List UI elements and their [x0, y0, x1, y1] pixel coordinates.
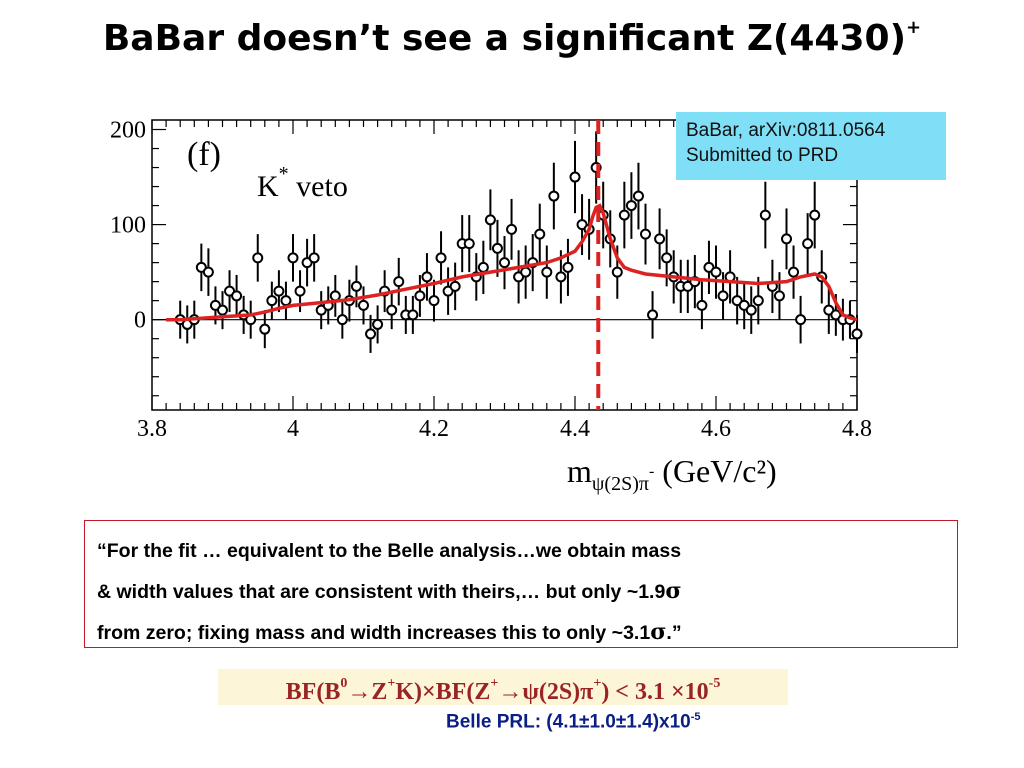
- data-point: [386, 304, 398, 316]
- data-point: [336, 314, 348, 326]
- data-point: [809, 209, 821, 221]
- x-tick-label: 3.8: [137, 416, 167, 442]
- data-point: [555, 271, 567, 283]
- data-point: [640, 228, 651, 240]
- y-tick-label: 100: [110, 213, 146, 239]
- data-point: [202, 266, 214, 278]
- quote-box: “For the fit … equivalent to the Belle a…: [84, 520, 958, 648]
- y-tick-label: 200: [110, 118, 146, 144]
- data-point: [499, 257, 510, 269]
- data-point: [273, 285, 285, 297]
- data-point: [788, 266, 800, 278]
- quote-line-1: “For the fit … equivalent to the Belle a…: [97, 540, 682, 562]
- data-point: [372, 318, 384, 330]
- data-point: [710, 266, 722, 278]
- data-point: [393, 276, 405, 288]
- data-point: [484, 214, 496, 226]
- data-point: [562, 261, 574, 273]
- data-point: [632, 190, 644, 202]
- data-point: [435, 252, 447, 264]
- citation-box: BaBar, arXiv:0811.0564 Submitted to PRD: [676, 112, 946, 180]
- data-point: [259, 323, 271, 335]
- data-point: [851, 328, 863, 340]
- data-point: [407, 309, 419, 321]
- data-point: [752, 295, 764, 307]
- data-point: [491, 242, 503, 254]
- data-point: [773, 290, 785, 302]
- data-point: [625, 200, 637, 212]
- data-point: [541, 266, 553, 278]
- panel-label: (f): [187, 136, 221, 173]
- branching-fraction-limit: BF(B0→Z+K)×BF(Z+→ψ(2S)π+) < 3.1 ×10-5: [218, 669, 788, 705]
- data-point: [428, 295, 440, 307]
- data-point: [611, 266, 623, 278]
- data-point: [266, 295, 278, 307]
- x-axis-label-text: mψ(2S)π- (GeV/c²): [567, 453, 777, 495]
- quote-line-2: & width values that are consistent with …: [97, 578, 682, 604]
- data-point: [365, 328, 377, 340]
- data-point: [421, 271, 433, 283]
- data-point: [569, 171, 581, 183]
- x-tick-label: 4: [287, 416, 299, 442]
- data-points: [174, 131, 863, 353]
- data-point: [414, 290, 426, 302]
- data-point: [759, 209, 771, 221]
- quote-line-3: from zero; fixing mass and width increas…: [97, 619, 682, 645]
- data-point: [647, 309, 659, 321]
- data-point: [506, 223, 518, 235]
- data-point: [745, 304, 757, 316]
- data-point: [795, 314, 807, 326]
- slide-title: BaBar doesn’t see a significant Z(4430)+: [102, 17, 922, 59]
- x-axis-label: mψ(2S)π- (GeV/c²): [567, 453, 777, 495]
- fit-curve: [166, 203, 858, 322]
- data-point: [618, 209, 630, 221]
- k-star-veto-label: K* veto: [257, 163, 348, 203]
- data-point: [231, 290, 243, 302]
- mass-spectrum-chart: 3.8 4 4.2 4.4 4.6 4.8 0 100 200 (f) K* veto mψ(2…: [110, 118, 872, 495]
- data-point: [280, 295, 292, 307]
- data-point: [329, 290, 341, 302]
- x-tick-label: 4.6: [701, 416, 731, 442]
- data-point: [358, 299, 369, 311]
- data-point: [463, 238, 475, 250]
- data-point: [252, 252, 264, 264]
- belle-result: Belle PRL: (4.1±1.0±1.4)x10-5: [446, 711, 701, 733]
- data-point: [548, 190, 560, 202]
- data-point: [287, 252, 299, 264]
- data-point: [449, 280, 461, 292]
- data-point: [294, 285, 306, 297]
- data-point: [534, 228, 546, 240]
- data-point: [717, 290, 729, 302]
- data-point: [661, 252, 673, 264]
- data-point: [217, 304, 228, 316]
- data-point: [696, 299, 708, 311]
- x-tick-label: 4.2: [419, 416, 449, 442]
- data-point: [308, 252, 320, 264]
- axes: 3.8 4 4.2 4.4 4.6 4.8 0 100 200: [110, 118, 872, 442]
- x-tick-label: 4.8: [842, 416, 872, 442]
- y-tick-label: 0: [134, 308, 146, 334]
- data-point: [781, 233, 792, 245]
- data-point: [520, 266, 532, 278]
- data-point: [477, 261, 489, 273]
- data-point: [350, 280, 362, 292]
- data-point: [802, 238, 814, 250]
- citation-line-2: Submitted to PRD: [686, 145, 839, 166]
- x-tick-label: 4.4: [560, 416, 590, 442]
- data-point: [654, 233, 666, 245]
- citation-line-1: BaBar, arXiv:0811.0564: [686, 120, 886, 141]
